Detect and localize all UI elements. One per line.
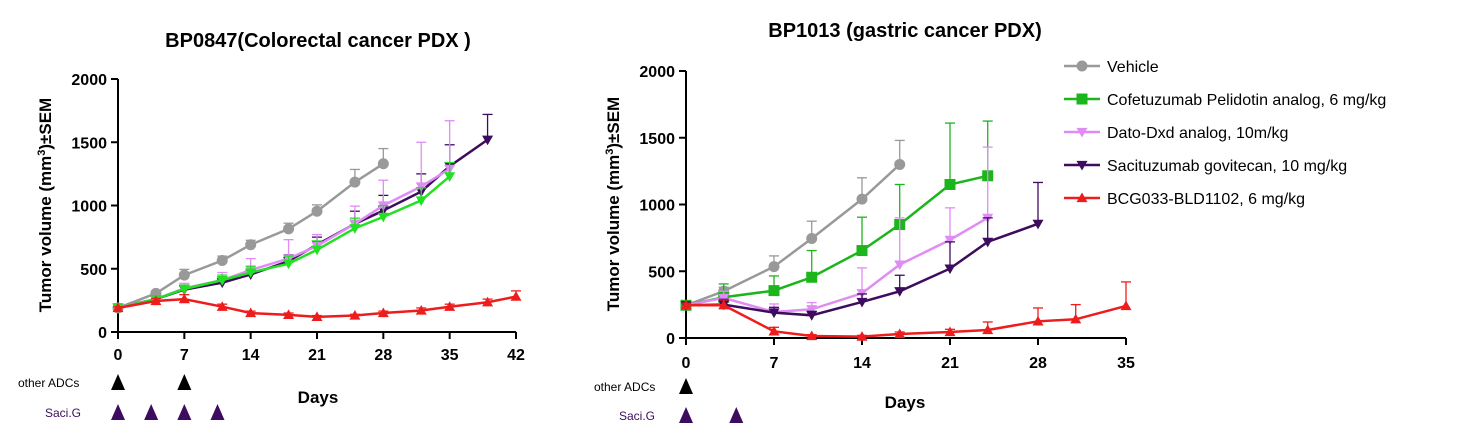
legend-label: Cofetuzumab Pelidotin analog, 6 mg/kg [1107,92,1386,109]
legend-label: Vehicle [1107,59,1159,76]
x-tick-label: 7 [180,347,189,364]
legend-entry: Sacituzumab govitecan, 10 mg/kg [1064,158,1347,175]
dose-marker [177,404,191,420]
data-point [378,158,389,169]
data-point [349,224,360,234]
legend-entry: Vehicle [1064,59,1159,76]
chart-title: BP1013 (gastric cancer PDX) [768,20,1041,42]
series-sacituzumab-govitecan-10-mg-kg [113,114,494,312]
x-tick-label: 14 [853,355,871,372]
y-axis-label: Tumor volume (mm3)±SEM [36,98,55,312]
series-dato-dxd-analog-10m-kg [681,147,994,317]
series-line [686,176,988,305]
dose-marker [679,378,693,394]
x-tick-label: 0 [682,355,691,372]
data-point [769,261,780,272]
plot-area: 0 500 1000 1500 2000 0 7 14 21 28 35 other ADCs Saci… [594,64,1135,423]
dosing-label: Saci.G [619,409,655,423]
dosing-label: other ADCs [594,380,655,394]
data-point [806,233,817,244]
x-tick-label: 35 [1117,355,1135,372]
y-tick-label: 0 [98,325,107,342]
x-tick-label: 42 [507,347,525,364]
x-axis-label: Days [298,388,339,407]
x-tick-label: 14 [242,347,260,364]
x-tick-label: 35 [441,347,459,364]
x-tick-label: 28 [1029,355,1047,372]
series-bcg033-bld1102-6-mg-kg [113,291,522,321]
dosing-row: other ADCs [594,378,693,394]
series-cofetuzumab-pelidotin-analog-6-mg-kg [113,162,456,313]
series-vehicle [113,149,389,314]
y-tick-label: 2000 [639,64,675,81]
data-point [179,270,190,281]
series-bcg033-bld1102-6-mg-kg [681,282,1132,341]
y-tick-label: 1000 [639,198,675,215]
y-tick-label: 1500 [71,135,107,152]
figure-canvas: BP0847(Colorectal cancer PDX ) Days Tumo… [0,0,1472,442]
dose-marker [679,407,693,423]
legend-entry: Dato-Dxd analog, 10m/kg [1064,125,1288,142]
legend-marker [1077,61,1088,72]
legend-entry: BCG033-BLD1102, 6 mg/kg [1064,191,1305,208]
data-point [945,179,956,190]
dosing-row: other ADCs [18,374,191,390]
data-point [245,239,256,250]
data-point [217,255,228,266]
y-tick-label: 1000 [71,199,107,216]
data-point [349,177,360,188]
chart-bp0847: BP0847(Colorectal cancer PDX ) Days Tumo… [18,30,525,420]
x-tick-label: 28 [374,347,392,364]
y-axis-label: Tumor volume (mm3)±SEM [604,97,623,311]
chart-title: BP0847(Colorectal cancer PDX ) [165,30,471,52]
data-point [283,223,294,234]
dosing-row: Saci.G [45,404,225,420]
dose-marker [144,404,158,420]
data-point [769,285,780,296]
dose-marker [211,404,225,420]
y-tick-label: 500 [648,264,675,281]
x-tick-label: 21 [308,347,326,364]
series-dato-dxd-analog-10m-kg [113,121,456,313]
y-tick-label: 1500 [639,131,675,148]
data-point [312,206,323,217]
data-point [857,194,868,205]
y-tick-label: 0 [666,331,675,348]
x-tick-label: 7 [770,355,779,372]
dosing-label: other ADCs [18,376,79,390]
legend-label: Dato-Dxd analog, 10m/kg [1107,125,1288,142]
data-point [806,272,817,283]
chart-bp1013: BP1013 (gastric cancer PDX) Days Tumor v… [594,20,1135,423]
data-point [894,159,905,170]
data-point [511,291,522,301]
data-point [857,245,868,256]
data-point [1121,300,1132,310]
y-tick-label: 500 [80,262,107,279]
dose-marker [111,374,125,390]
y-tick-label: 2000 [71,72,107,89]
dose-marker [177,374,191,390]
dose-marker [111,404,125,420]
dosing-row: Saci.G [619,407,743,423]
dosing-label: Saci.G [45,406,81,420]
x-tick-label: 0 [114,347,123,364]
x-axis-label: Days [885,393,926,412]
legend-marker [1077,94,1088,105]
legend-entry: Cofetuzumab Pelidotin analog, 6 mg/kg [1064,92,1386,109]
series-cofetuzumab-pelidotin-analog-6-mg-kg [681,121,994,311]
legend-label: BCG033-BLD1102, 6 mg/kg [1107,191,1305,208]
legend-label: Sacituzumab govitecan, 10 mg/kg [1107,158,1347,175]
plot-area: 0 500 1000 1500 2000 0 7 14 21 28 35 42 other ADCs Sa… [18,72,525,420]
x-tick-label: 21 [941,355,959,372]
dose-marker [729,407,743,423]
legend: Vehicle Cofetuzumab Pelidotin analog, 6 m… [1064,59,1386,208]
